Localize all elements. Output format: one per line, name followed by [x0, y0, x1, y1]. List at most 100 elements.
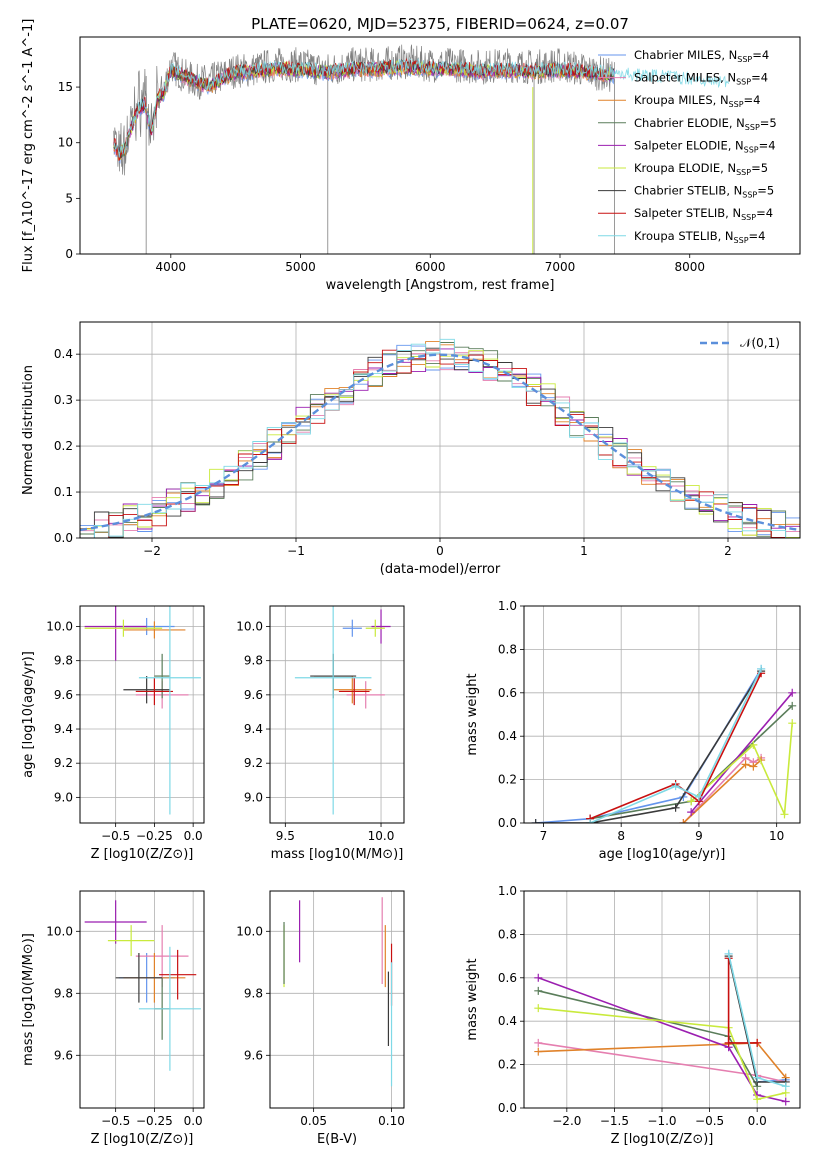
z_weight-ytick-label-4: 0.8 — [498, 927, 517, 941]
mass_age-ytick-label-2: 9.4 — [244, 722, 263, 736]
legend-sub-0: SSP — [737, 55, 752, 64]
age_weight-marker-8-2 — [694, 792, 703, 801]
legend-label-5: Kroupa ELODIE, NSSP=5 — [634, 161, 768, 177]
spectrum-xtick-label-3: 7000 — [545, 260, 576, 274]
legend-sub-7: SSP — [741, 213, 756, 222]
figure-title: PLATE=0620, MJD=52375, FIBERID=0624, z=0… — [251, 15, 629, 33]
spectrum-xtick-label-0: 4000 — [156, 260, 187, 274]
legend-sub-6: SSP — [742, 191, 757, 200]
z_weight-marker-8-1 — [753, 1073, 762, 1082]
age_weight-marker-2-1 — [741, 760, 750, 769]
legend-sub-8: SSP — [734, 236, 749, 245]
ebv_mass-panel: 0.05 0.10 9.6 9.8 10.0 E(B-V) — [236, 890, 405, 1147]
z_age-plot-area — [84, 606, 201, 815]
legend-rest-4: =4 — [759, 138, 776, 152]
z_weight-marker-4-0 — [534, 973, 543, 982]
age_weight-ytick-label-0: 0.0 — [498, 816, 517, 830]
residual_hist-ytick-label-4: 0.4 — [54, 347, 73, 361]
z_weight-xtick-label-2: −1.0 — [647, 1114, 676, 1128]
z_mass-plot-area — [84, 900, 201, 1071]
hist-series-8 — [80, 338, 800, 538]
age_weight-marker-6-0 — [531, 819, 540, 823]
legend-sub-2: SSP — [729, 100, 744, 109]
mass_age-ytick-label-4: 9.8 — [244, 654, 263, 668]
z_mass-frame — [79, 890, 205, 1109]
spectrum-ytick-label-2: 10 — [58, 136, 73, 150]
age_weight-ytick-label-2: 0.4 — [498, 729, 517, 743]
age_weight-marker-4-0 — [687, 808, 696, 817]
z_weight-xlabel: Z [log10(Z/Z⊙)] — [611, 1132, 714, 1147]
age_weight-line-7 — [589, 672, 762, 820]
legend-label-1: Salpeter MILES, NSSP=4 — [634, 71, 768, 87]
spectrum-model-8 — [113, 57, 729, 158]
age_weight-xtick-label-2: 9 — [695, 829, 703, 843]
z_mass-ytick-label-1: 9.8 — [54, 986, 73, 1000]
spectrum-data-line — [113, 44, 615, 176]
residual_hist-xtick-label-2: 0 — [436, 544, 444, 558]
residual_hist-ytick-label-3: 0.3 — [54, 393, 73, 407]
mass_age-plot-area — [294, 606, 391, 815]
ebv_mass-frame — [269, 890, 405, 1109]
z_weight-ytick-label-5: 1.0 — [498, 884, 517, 898]
spectrum-plot-area — [113, 44, 729, 254]
z_mass-xtick-label-2: 0.0 — [184, 1114, 203, 1128]
z_age-ytick-label-5: 10.0 — [46, 620, 73, 634]
age_weight-xtick-label-1: 8 — [617, 829, 625, 843]
age_weight-marker-8-3 — [757, 664, 766, 673]
spectrum-xlabel: wavelength [Angstrom, rest frame] — [326, 278, 555, 293]
residual_hist-panel: −2 −1 0 1 2 0.0 0.1 0.2 0.3 0.4 (data-model)/error… — [21, 321, 801, 577]
residual_hist-ytick-label-0: 0.0 — [54, 531, 73, 545]
mass_age-xlabel: mass [log10(M/M⊙)] — [271, 847, 404, 862]
z_age-ytick-label-1: 9.2 — [54, 756, 73, 770]
age_weight-marker-5-3 — [788, 719, 797, 728]
z_mass-ylabel: mass [log10(M/M⊙)] — [21, 933, 36, 1066]
z_weight-marker-7-2 — [753, 1038, 762, 1047]
residual_hist-ylabel: Normed distribution — [21, 365, 36, 495]
legend-rest-6: =5 — [757, 184, 774, 198]
mass_age-ytick-label-0: 9.0 — [244, 790, 263, 804]
z_weight-xtick-label-1: −1.5 — [600, 1114, 629, 1128]
z_weight-xtick-label-4: 0.0 — [748, 1114, 767, 1128]
age_weight-ylabel: mass weight — [465, 673, 480, 755]
age_weight-line-6 — [535, 670, 762, 823]
ebv_mass-xlabel: E(B-V) — [317, 1132, 357, 1147]
age_weight-marker-3-2 — [788, 701, 797, 710]
z_weight-line-5 — [538, 1007, 786, 1101]
residual_hist-ytick-label-1: 0.1 — [54, 485, 73, 499]
age_weight-marker-8-0 — [586, 819, 595, 823]
residual_hist-xtick-label-3: 1 — [580, 544, 588, 558]
age_weight-marker-6-2 — [671, 803, 680, 812]
ebv_mass-ytick-label-1: 9.8 — [244, 986, 263, 1000]
age_weight-marker-2-2 — [749, 762, 758, 771]
z_weight-ytick-label-3: 0.6 — [498, 971, 517, 985]
z_weight-marker-1-0 — [534, 1038, 543, 1047]
z_age-xtick-label-1: −0.25 — [136, 829, 173, 843]
mass_age-frame — [269, 605, 405, 824]
legend-sub-4: SSP — [744, 145, 759, 154]
legend-rest-5: =5 — [751, 161, 768, 175]
z_weight-ylabel: mass weight — [465, 958, 480, 1040]
age_weight-line-1 — [682, 756, 762, 823]
legend-label-6: Chabrier STELIB, NSSP=5 — [634, 184, 774, 200]
z_weight-frame — [523, 890, 801, 1109]
spectrum-ytick-label-0: 0 — [65, 247, 73, 261]
z_weight-marker-7-1 — [724, 1038, 733, 1047]
z_mass-ytick-label-2: 10.0 — [46, 924, 73, 938]
z_weight-ytick-label-2: 0.4 — [498, 1014, 517, 1028]
z_weight-marker-8-2 — [781, 1082, 790, 1091]
z_weight-line-3 — [538, 990, 758, 1087]
residual_hist-xtick-label-1: −1 — [287, 544, 305, 558]
z_weight-xtick-label-0: −2.0 — [552, 1114, 581, 1128]
legend-sub-1: SSP — [736, 78, 751, 87]
residual_hist-ytick-label-2: 0.2 — [54, 439, 73, 453]
legend-sub-3: SSP — [745, 123, 760, 132]
z_age-frame — [79, 605, 205, 824]
legend-label-4: Salpeter ELODIE, NSSP=4 — [634, 138, 776, 154]
legend-rest-0: =4 — [752, 48, 769, 62]
z_mass-xtick-label-0: −0.5 — [101, 1114, 130, 1128]
age_weight-ytick-label-3: 0.6 — [498, 686, 517, 700]
mass_age-ytick-label-3: 9.6 — [244, 688, 263, 702]
legend-rest-1: =4 — [751, 71, 768, 85]
age_weight-line-4 — [690, 692, 793, 813]
